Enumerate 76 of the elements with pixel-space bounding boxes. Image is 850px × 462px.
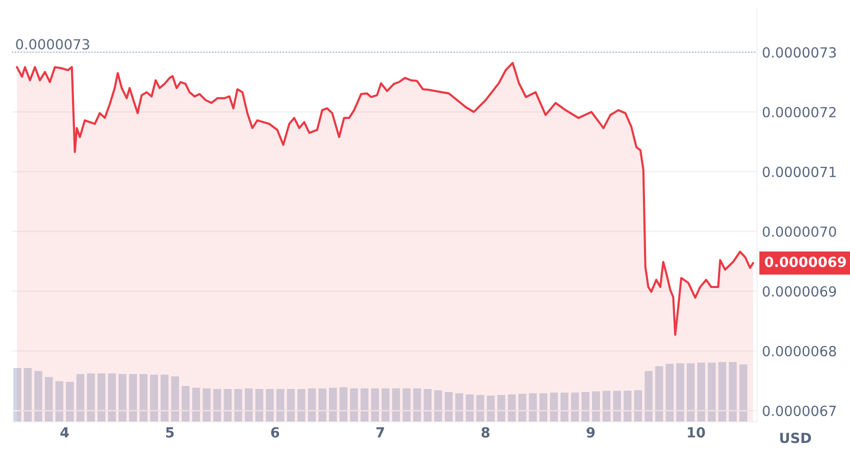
- bar: [192, 388, 200, 422]
- bar: [550, 392, 558, 422]
- bar: [718, 362, 726, 422]
- bar: [539, 393, 548, 422]
- bar: [424, 389, 432, 422]
- bar: [97, 373, 106, 422]
- y-tick-label: 0.0000073: [762, 47, 836, 58]
- bar: [140, 374, 148, 422]
- bar: [528, 393, 537, 422]
- bar: [13, 368, 22, 422]
- bar: [571, 392, 579, 422]
- bar: [739, 364, 748, 422]
- bar: [508, 394, 516, 422]
- bar: [402, 388, 411, 422]
- bar: [286, 389, 295, 422]
- y-tick-label: 0.0000071: [762, 166, 836, 178]
- bar: [86, 373, 95, 422]
- y-tick-label: 0.0000070: [762, 226, 836, 237]
- x-tick-label: 9: [586, 427, 595, 438]
- bar: [55, 381, 64, 422]
- bar: [360, 388, 368, 422]
- bar: [582, 392, 590, 422]
- bar: [108, 373, 116, 422]
- y-tick-label: 0.0000069: [762, 286, 836, 297]
- bar: [350, 388, 358, 422]
- y-tick-label: 0.0000067: [762, 406, 836, 416]
- bar: [602, 390, 610, 422]
- y-tick-label: 0.0000068: [762, 346, 836, 356]
- bar: [697, 362, 706, 422]
- bar: [686, 363, 695, 422]
- x-tick-label: 7: [376, 427, 384, 438]
- bar: [318, 388, 326, 422]
- bar: [76, 374, 84, 422]
- x-tick-label: 4: [60, 427, 69, 438]
- bar: [340, 387, 348, 422]
- bar: [613, 390, 621, 422]
- bar: [666, 364, 674, 422]
- bar: [518, 394, 526, 422]
- bar: [434, 390, 442, 422]
- bar: [308, 388, 316, 422]
- bar: [34, 371, 42, 422]
- bar: [44, 377, 53, 422]
- x-tick-label: 5: [166, 427, 174, 438]
- text: USD: [780, 432, 812, 444]
- y-tick-label: 0.0000072: [762, 106, 836, 118]
- bar: [382, 388, 390, 422]
- bar: [644, 371, 653, 422]
- ref-line-label: 0.0000073: [16, 39, 90, 50]
- x-tick-label: 8: [482, 427, 490, 438]
- bar: [560, 392, 568, 422]
- bar: [392, 388, 400, 422]
- bar: [24, 368, 32, 422]
- x-tick-label: 10: [688, 427, 705, 438]
- bar: [371, 388, 379, 422]
- bar: [655, 366, 664, 422]
- bar: [413, 388, 422, 422]
- bar: [624, 390, 632, 422]
- bar: [150, 374, 158, 422]
- bar: [728, 362, 737, 422]
- bar: [171, 376, 180, 422]
- bar: [328, 388, 337, 422]
- bar: [118, 374, 126, 422]
- bar: [444, 392, 453, 422]
- bar: [160, 374, 169, 422]
- bar: [129, 374, 137, 422]
- bar: [202, 388, 211, 422]
- bar: [634, 390, 642, 422]
- x-tick-label: 6: [271, 427, 280, 438]
- bar: [676, 363, 684, 422]
- bar: [213, 389, 222, 422]
- bar: [297, 389, 306, 422]
- bar: [182, 386, 190, 422]
- bar: [708, 362, 716, 422]
- bar: [276, 389, 284, 422]
- bar: [66, 382, 74, 422]
- bar: [592, 391, 600, 422]
